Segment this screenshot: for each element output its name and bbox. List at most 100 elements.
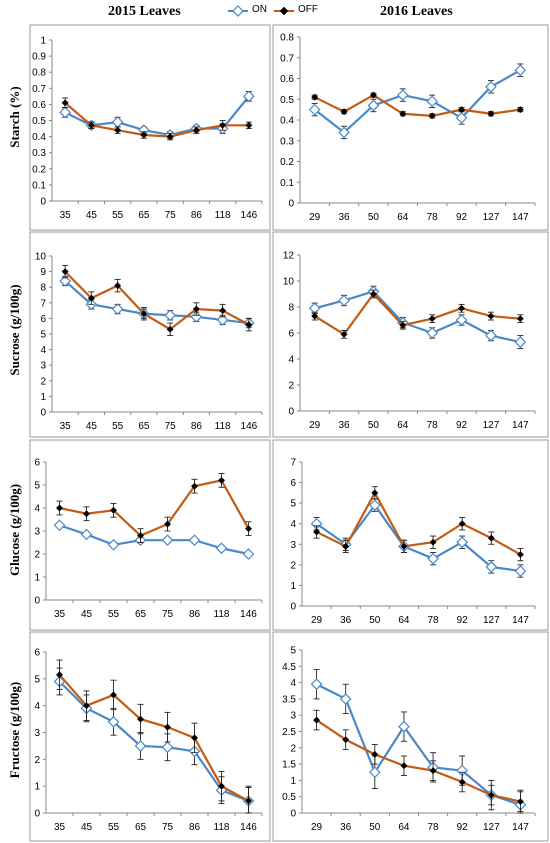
p1-ytick-label-6: 0.6 [280,74,294,85]
p1-xtick-label-7: 147 [512,212,529,223]
p6-ytick-label-1: 1 [34,782,40,793]
p3-ytick-label-5: 10 [283,277,295,288]
p4-xtick-label-5: 86 [189,609,201,620]
p0-off-point-4 [166,133,174,141]
p5-ytick-label-0: 0 [290,602,296,613]
p5-xtick-label-5: 92 [457,615,469,626]
p0-off-point-3 [140,131,148,139]
p2-off-point-1 [87,294,95,302]
p3-off-point-3 [399,321,407,329]
p0-on-point-2 [111,116,124,128]
p5-xtick-label-7: 147 [512,615,529,626]
legend-markers [228,5,294,17]
p4-xtick-label-0: 35 [54,609,66,620]
p2-off-point-0 [61,268,69,276]
p5-xtick-label-0: 29 [311,615,323,626]
p7-ytick-label-10: 5 [290,646,296,657]
p0-xtick-label-1: 45 [86,210,98,221]
p1-ytick-label-0: 0 [288,199,294,210]
p7-off-line [315,719,521,803]
p2-ytick-label-5: 5 [40,330,46,341]
p7-off-point-7 [516,798,524,806]
p3-on-point-7 [514,336,527,348]
p6-off-point-1 [82,702,91,710]
p6-ytick-label-2: 2 [34,755,40,766]
p6-off-point-3 [136,715,145,723]
p3-ytick-label-3: 6 [288,329,294,340]
p5-off-point-1 [342,542,350,550]
p0-xtick-label-2: 55 [112,210,124,221]
p7-xtick-label-3: 64 [398,822,410,833]
p1-on-point-7 [514,64,527,77]
panel-frame-6 [29,631,271,842]
p1-on-point-6 [485,80,497,93]
p5-ytick-label-4: 4 [290,519,296,530]
p0-xtick-label-6: 118 [215,210,231,221]
p2-off-point-2 [114,282,122,290]
p6-off-line [58,674,250,802]
p0-ytick-label-0: 0 [40,197,46,208]
p2-off-point-7 [245,321,253,329]
p1-on-point-3 [396,89,409,101]
legend-on-marker [232,5,244,17]
p3-off-point-7 [516,315,524,323]
p2-xtick-label-3: 65 [138,421,150,432]
p2-ytick-label-7: 7 [40,298,46,309]
p5-off-point-4 [429,538,437,546]
p3-on-point-5 [455,314,468,326]
p6-xtick-label-0: 35 [54,822,66,833]
p7-ytick-label-7: 3.5 [282,694,296,705]
p0-off-point-2 [114,126,122,134]
p3-ytick-label-4: 8 [288,303,294,314]
p3-off-point-6 [487,312,495,320]
p0-xtick-label-3: 65 [138,210,150,221]
p6-ytick-label-5: 5 [34,674,40,685]
p0-ytick-label-7: 0.7 [32,84,46,95]
p0-on-point-7 [243,90,255,103]
p7-ytick-label-8: 4 [290,678,296,689]
p5-ytick-label-2: 2 [290,560,296,571]
p7-on-point-3 [398,720,410,733]
p4-xtick-label-7: 146 [240,609,257,620]
p5-off-point-3 [400,542,408,550]
p1-on-point-5 [455,112,468,124]
legend-on-label: ON [252,4,267,15]
p4-on-point-2 [107,538,120,551]
p7-xtick-label-2: 50 [369,822,381,833]
p3-on-point-4 [426,327,439,339]
p0-off-point-6 [219,121,227,129]
p4-off-point-2 [109,506,118,514]
p3-xtick-label-1: 36 [339,420,351,431]
p1-xtick-label-4: 78 [427,212,439,223]
p4-off-point-4 [163,520,172,528]
p1-on-line [314,69,521,134]
p0-off-line [64,101,249,138]
p7-ytick-label-5: 2.5 [282,727,296,738]
p4-xtick-label-6: 118 [214,609,230,620]
p0-off-point-1 [87,121,95,129]
p1-off-point-5 [458,106,466,114]
p1-on-point-1 [338,126,350,139]
panel-frame-0 [29,24,271,231]
p7-off-point-6 [487,791,495,799]
p7-off-point-2 [371,750,379,758]
p1-off-point-4 [428,112,436,120]
p3-on-point-1 [338,294,350,307]
p1-off-point-1 [340,108,348,116]
p7-off-point-4 [429,767,437,775]
p1-ytick-label-5: 0.5 [280,95,294,106]
p5-ytick-label-7: 7 [290,458,296,469]
p7-on-point-2 [368,766,381,779]
p7-ytick-label-3: 1.5 [282,760,296,771]
legend-off-marker [279,6,289,16]
p2-on-point-2 [111,303,124,315]
p0-ytick-label-3: 0.3 [32,148,46,159]
p5-xtick-label-4: 78 [428,615,440,626]
p5-on-point-6 [485,561,498,573]
p5-on-point-7 [514,565,527,577]
p2-xtick-label-6: 118 [215,421,231,432]
p3-off-point-4 [428,315,436,323]
p4-on-point-1 [80,528,93,541]
p6-on-point-4 [161,741,174,754]
